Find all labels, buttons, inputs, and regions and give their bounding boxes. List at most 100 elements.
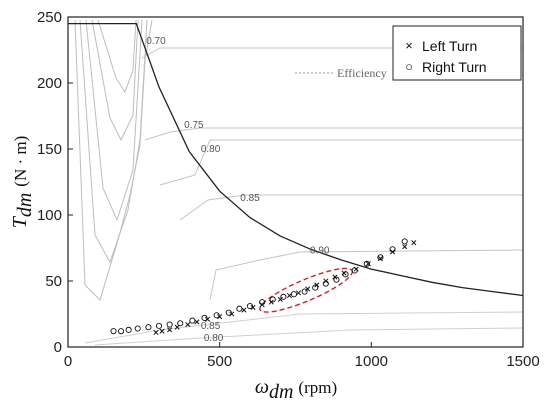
y-tick-label: 0 [54, 339, 62, 356]
x-tick-label: 1500 [506, 353, 539, 370]
right-turn-point [401, 238, 408, 245]
y-tick-label: 150 [37, 141, 62, 158]
contour-line [209, 249, 523, 301]
right-turn-point [322, 280, 329, 287]
contour-line [85, 19, 143, 222]
right-turn-point [377, 254, 384, 261]
right-turn-point [189, 317, 196, 324]
contour-line [159, 139, 523, 186]
right-turn-point [118, 328, 125, 335]
right-turn-point [333, 276, 340, 283]
left-turn-marker-stroke [353, 266, 359, 272]
right-turn-point [351, 267, 358, 274]
y-axis-title: Tdm (N · m) [9, 136, 36, 229]
left-turn-series [153, 240, 417, 336]
contour-label: 0.80 [201, 144, 221, 155]
x-axis-symbol: ω [255, 376, 269, 398]
contour-line [97, 19, 137, 94]
plot-frame [67, 16, 524, 348]
left-turn-point [204, 316, 211, 322]
right-turn-point [290, 291, 298, 298]
left-turn-point [411, 240, 417, 246]
contour-labels: 0.700.750.800.850.900.850.80 [146, 36, 330, 344]
contour-label: 0.85 [240, 193, 260, 204]
left-turn-marker-stroke [377, 256, 383, 262]
contour-label: 0.80 [204, 333, 224, 344]
right-turn-point [166, 321, 173, 328]
legend: × Left Turn ○ Right Turn [392, 25, 522, 81]
right-turn-series [110, 238, 408, 335]
right-turn-point [363, 260, 370, 267]
y-tick-label: 50 [45, 273, 62, 290]
legend-box [392, 25, 522, 81]
left-turn-marker-stroke [194, 319, 200, 325]
contour-label: 0.70 [146, 36, 166, 47]
right-turn-point [145, 324, 152, 331]
contour-label: 0.85 [201, 321, 221, 332]
x-tick-label: 0 [64, 353, 72, 370]
left-turn-marker-stroke [241, 307, 247, 313]
right-turn-point [259, 299, 266, 306]
efficiency-legend-label: Efficiency [337, 66, 387, 80]
left-turn-point [295, 290, 302, 296]
y-tick-label: 100 [37, 207, 62, 224]
right-turn-point [110, 328, 117, 335]
contour-line [91, 19, 139, 142]
left-turn-point [241, 307, 247, 313]
right-turn-point [225, 309, 232, 316]
left-turn-marker-stroke [153, 329, 159, 336]
left-turn-point [277, 296, 283, 303]
left-turn-point [159, 328, 165, 334]
x-tick-label: 1000 [355, 353, 388, 370]
left-turn-marker-stroke [295, 290, 302, 296]
left-turn-marker-stroke [185, 322, 191, 328]
y-axis-subscript: dm [14, 193, 36, 217]
x-axis-subscript: dm [269, 381, 293, 403]
x-tick-label: 500 [207, 353, 232, 370]
left-turn-marker-stroke [204, 316, 211, 322]
legend-marker-left-turn: × [405, 38, 413, 53]
y-axis-ticks: 0 50 100 150 200 250 [37, 9, 73, 356]
x-axis-unit: (rpm) [298, 378, 337, 397]
left-turn-marker-stroke [159, 328, 165, 334]
right-turn-point [280, 293, 287, 300]
right-turn-point [155, 322, 163, 329]
left-turn-marker-stroke [411, 240, 417, 246]
x-axis-ticks: 0 500 1000 1500 [64, 342, 540, 370]
legend-label-right-turn: Right Turn [422, 59, 487, 75]
contour-line [144, 127, 523, 141]
y-axis-unit: (N · m) [11, 136, 30, 187]
left-turn-marker-stroke [402, 244, 408, 250]
left-turn-marker-stroke [277, 296, 283, 303]
contour-line [79, 19, 148, 264]
left-turn-point [377, 256, 383, 262]
left-turn-point [194, 319, 200, 325]
left-turn-marker-stroke [305, 286, 311, 292]
left-turn-point [286, 292, 292, 299]
y-tick-label: 250 [37, 9, 62, 26]
x-axis-title: ωdm (rpm) [255, 376, 337, 403]
right-turn-point [342, 271, 349, 278]
right-turn-point [134, 325, 141, 332]
right-turn-point [177, 320, 184, 327]
legend-marker-right-turn: ○ [405, 59, 413, 74]
right-turn-point [246, 303, 254, 310]
right-turn-point [389, 246, 396, 253]
left-turn-marker-stroke [365, 261, 371, 267]
right-turn-point [201, 314, 208, 322]
contour-label: 0.75 [184, 120, 204, 131]
left-turn-marker-stroke [167, 327, 173, 333]
right-turn-point [312, 284, 319, 291]
left-turn-marker-stroke [286, 292, 292, 299]
left-turn-marker-stroke [229, 311, 235, 317]
left-turn-point [185, 322, 191, 328]
left-turn-point [229, 311, 235, 317]
right-turn-point [125, 326, 132, 333]
left-turn-point [153, 329, 159, 336]
left-turn-point [217, 314, 223, 320]
contour-line [94, 327, 523, 346]
legend-label-left-turn: Left Turn [422, 38, 477, 54]
y-axis-symbol: T [9, 215, 31, 228]
left-turn-point [365, 261, 371, 267]
